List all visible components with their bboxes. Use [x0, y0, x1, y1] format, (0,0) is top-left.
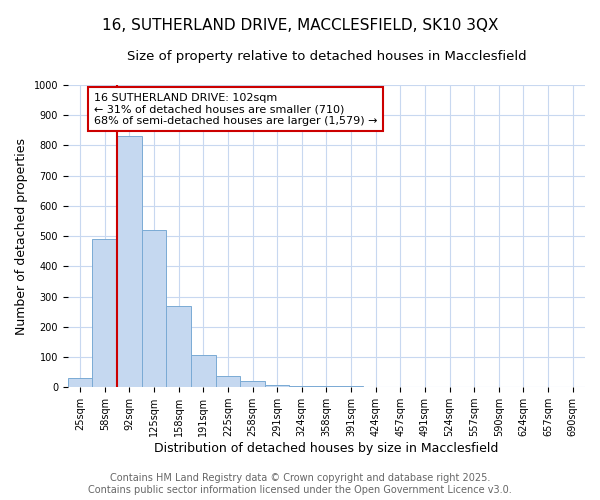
Bar: [166, 306, 191, 387]
Text: Contains HM Land Registry data © Crown copyright and database right 2025.
Contai: Contains HM Land Registry data © Crown c…: [88, 474, 512, 495]
Y-axis label: Number of detached properties: Number of detached properties: [15, 138, 28, 334]
Bar: [265, 385, 289, 387]
Bar: [191, 355, 215, 387]
Bar: [68, 378, 92, 387]
Bar: [142, 230, 166, 387]
Title: Size of property relative to detached houses in Macclesfield: Size of property relative to detached ho…: [127, 50, 526, 63]
Bar: [339, 386, 364, 387]
Bar: [289, 386, 314, 387]
Text: 16 SUTHERLAND DRIVE: 102sqm
← 31% of detached houses are smaller (710)
68% of se: 16 SUTHERLAND DRIVE: 102sqm ← 31% of det…: [94, 92, 377, 126]
Text: 16, SUTHERLAND DRIVE, MACCLESFIELD, SK10 3QX: 16, SUTHERLAND DRIVE, MACCLESFIELD, SK10…: [102, 18, 498, 32]
Bar: [240, 381, 265, 387]
Bar: [92, 239, 117, 387]
Bar: [117, 136, 142, 387]
Bar: [215, 376, 240, 387]
Bar: [314, 386, 339, 387]
X-axis label: Distribution of detached houses by size in Macclesfield: Distribution of detached houses by size …: [154, 442, 499, 455]
